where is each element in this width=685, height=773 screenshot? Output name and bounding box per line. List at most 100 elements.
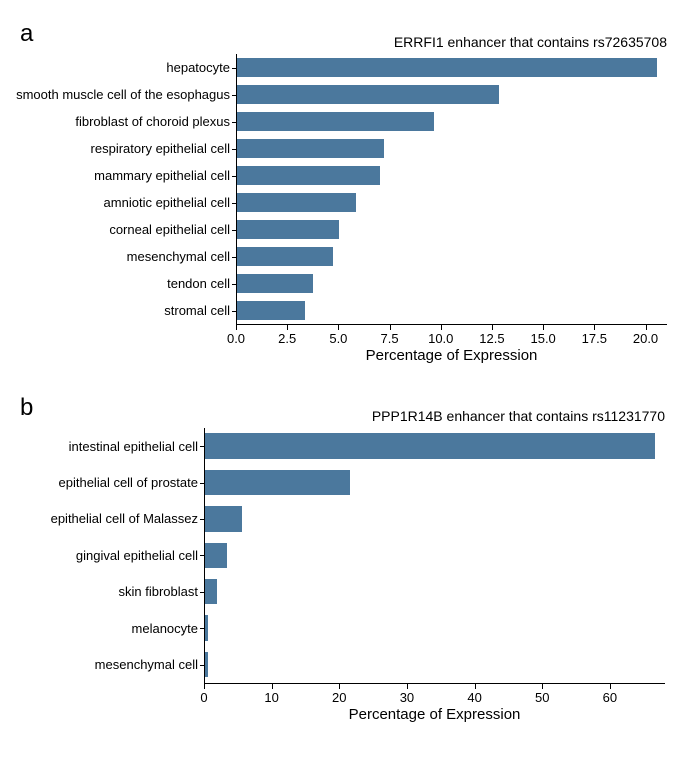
- bar-slot: [205, 610, 665, 646]
- y-axis-label: respiratory epithelial cell: [91, 135, 230, 162]
- bar: [237, 301, 305, 320]
- x-tick-mark: [390, 325, 391, 330]
- y-axis-label: epithelial cell of Malassez: [51, 501, 198, 537]
- x-tick-label: 10.0: [428, 331, 453, 346]
- bar: [237, 193, 356, 212]
- bar-slot: [237, 216, 667, 243]
- x-tick-label: 40: [467, 690, 481, 705]
- y-tick-mark: [232, 203, 237, 204]
- bar: [237, 274, 313, 293]
- bar-slot: [205, 428, 665, 464]
- bar: [205, 652, 208, 677]
- bar: [205, 543, 227, 568]
- x-tick-mark: [492, 325, 493, 330]
- y-tick-mark: [200, 519, 205, 520]
- x-tick-label: 20.0: [633, 331, 658, 346]
- chart-b-plotwrap: PPP1R14B enhancer that contains rs112317…: [204, 428, 665, 723]
- x-tick-label: 50: [535, 690, 549, 705]
- bar-slot: [237, 135, 667, 162]
- y-tick-mark: [200, 555, 205, 556]
- bar: [205, 506, 242, 531]
- chart-a-bars: [237, 54, 667, 324]
- y-axis-label: amniotic epithelial cell: [104, 189, 230, 216]
- y-axis-label: smooth muscle cell of the esophagus: [16, 81, 230, 108]
- x-tick-label: 20: [332, 690, 346, 705]
- y-axis-label: melanocyte: [132, 610, 198, 646]
- y-axis-label: stromal cell: [164, 297, 230, 324]
- y-axis-label: hepatocyte: [166, 54, 230, 81]
- y-tick-mark: [232, 122, 237, 123]
- chart-b-bars: [205, 428, 665, 683]
- x-tick-label: 10: [264, 690, 278, 705]
- bar: [237, 139, 384, 158]
- x-tick-mark: [542, 684, 543, 689]
- y-tick-mark: [200, 446, 205, 447]
- panel-a: a hepatocytesmooth muscle cell of the es…: [20, 20, 665, 364]
- bar-slot: [205, 574, 665, 610]
- x-tick-mark: [407, 684, 408, 689]
- x-tick-mark: [339, 684, 340, 689]
- y-axis-label: fibroblast of choroid plexus: [75, 108, 230, 135]
- y-tick-mark: [200, 665, 205, 666]
- bar: [237, 220, 339, 239]
- bar: [205, 470, 350, 495]
- y-axis-label: skin fibroblast: [119, 574, 198, 610]
- y-axis-label: tendon cell: [167, 270, 230, 297]
- chart-a-area: hepatocytesmooth muscle cell of the esop…: [20, 54, 665, 364]
- x-tick-mark: [610, 684, 611, 689]
- bar-slot: [237, 54, 667, 81]
- y-axis-label: intestinal epithelial cell: [69, 428, 198, 464]
- chart-a-plotwrap: ERRFI1 enhancer that contains rs72635708…: [236, 54, 667, 364]
- y-tick-mark: [232, 257, 237, 258]
- x-tick-label: 30: [400, 690, 414, 705]
- x-tick-label: 12.5: [479, 331, 504, 346]
- x-tick-label: 60: [603, 690, 617, 705]
- bar-slot: [237, 108, 667, 135]
- y-tick-mark: [232, 95, 237, 96]
- x-tick-label: 0: [200, 690, 207, 705]
- bar-slot: [205, 501, 665, 537]
- x-tick-mark: [236, 325, 237, 330]
- chart-a-title: ERRFI1 enhancer that contains rs72635708: [394, 34, 667, 50]
- y-tick-mark: [200, 483, 205, 484]
- bar-slot: [237, 270, 667, 297]
- chart-b-area: intestinal epithelial cellepithelial cel…: [20, 428, 665, 723]
- y-tick-mark: [232, 230, 237, 231]
- x-tick-mark: [543, 325, 544, 330]
- x-tick-label: 7.5: [381, 331, 399, 346]
- x-tick-label: 0.0: [227, 331, 245, 346]
- y-axis-label: corneal epithelial cell: [109, 216, 230, 243]
- x-tick-mark: [441, 325, 442, 330]
- x-tick-label: 17.5: [582, 331, 607, 346]
- x-tick-label: 5.0: [329, 331, 347, 346]
- chart-b-title: PPP1R14B enhancer that contains rs112317…: [372, 408, 665, 424]
- y-axis-label: mesenchymal cell: [95, 646, 198, 682]
- y-tick-mark: [232, 284, 237, 285]
- chart-b-plot: [204, 428, 665, 684]
- x-tick-mark: [646, 325, 647, 330]
- chart-b-xaxis: 0102030405060 Percentage of Expression: [204, 686, 665, 723]
- bar: [237, 166, 380, 185]
- y-axis-label: epithelial cell of prostate: [59, 464, 198, 500]
- x-tick-mark: [475, 684, 476, 689]
- y-tick-mark: [232, 68, 237, 69]
- x-tick-label: 15.0: [530, 331, 555, 346]
- bar-slot: [237, 162, 667, 189]
- x-tick-mark: [338, 325, 339, 330]
- y-tick-mark: [232, 176, 237, 177]
- y-tick-mark: [200, 628, 205, 629]
- x-tick-mark: [272, 684, 273, 689]
- bar-slot: [237, 189, 667, 216]
- y-tick-mark: [232, 149, 237, 150]
- y-tick-mark: [200, 592, 205, 593]
- y-axis-label: mesenchymal cell: [127, 243, 230, 270]
- bar: [237, 247, 333, 266]
- bar-slot: [205, 464, 665, 500]
- panel-b: b intestinal epithelial cellepithelial c…: [20, 394, 665, 723]
- x-tick-label: 2.5: [278, 331, 296, 346]
- bar-slot: [237, 297, 667, 324]
- chart-a-ylabels: hepatocytesmooth muscle cell of the esop…: [20, 54, 236, 364]
- y-tick-mark: [232, 311, 237, 312]
- bar: [237, 58, 657, 77]
- bar: [205, 615, 208, 640]
